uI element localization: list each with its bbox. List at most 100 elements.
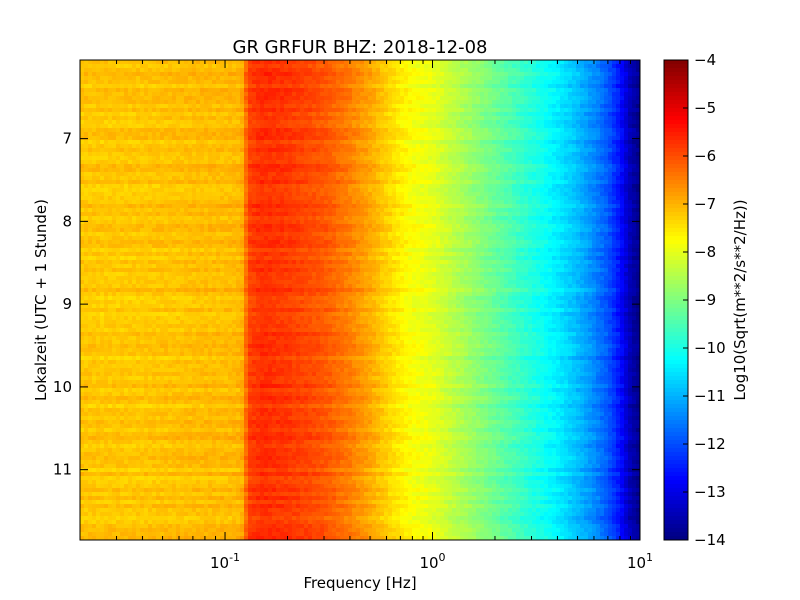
heatmap-cell xyxy=(240,160,245,165)
heatmap-cell xyxy=(112,128,117,133)
heatmap-cell xyxy=(224,484,229,489)
heatmap-cell xyxy=(224,440,229,445)
heatmap-cell xyxy=(208,392,213,397)
heatmap-cell xyxy=(136,516,141,521)
heatmap-cell xyxy=(140,100,145,105)
heatmap-cell xyxy=(116,368,121,373)
heatmap-cell xyxy=(132,472,137,477)
heatmap-cell xyxy=(196,100,201,105)
heatmap-cell xyxy=(112,508,117,513)
heatmap-cell xyxy=(196,296,201,301)
heatmap-cell xyxy=(160,516,165,521)
heatmap-cell xyxy=(80,220,85,225)
heatmap-cell xyxy=(140,132,145,137)
heatmap-cell xyxy=(192,500,197,505)
heatmap-cell xyxy=(88,484,93,489)
heatmap-cell xyxy=(228,224,233,229)
heatmap-cell xyxy=(236,156,241,161)
heatmap-cell xyxy=(200,132,205,137)
heatmap-cell xyxy=(128,440,133,445)
heatmap-cell xyxy=(208,456,213,461)
heatmap-cell xyxy=(216,156,221,161)
heatmap-cell xyxy=(92,384,97,389)
heatmap-cell xyxy=(128,132,133,137)
heatmap-cell xyxy=(200,232,205,237)
heatmap-cell xyxy=(96,128,101,133)
heatmap-cell xyxy=(116,132,121,137)
heatmap-cell xyxy=(148,156,153,161)
heatmap-cell xyxy=(192,448,197,453)
heatmap-cell xyxy=(224,464,229,469)
heatmap-cell xyxy=(236,248,241,253)
heatmap-cell xyxy=(232,260,237,265)
heatmap-cell xyxy=(124,68,129,73)
heatmap-cell xyxy=(192,504,197,509)
heatmap-cell xyxy=(112,432,117,437)
heatmap-cell xyxy=(140,196,145,201)
heatmap-cell xyxy=(240,84,245,89)
heatmap-cell xyxy=(88,292,93,297)
heatmap-cell xyxy=(96,156,101,161)
heatmap-cell xyxy=(120,332,125,337)
heatmap-cell xyxy=(200,148,205,153)
heatmap-cell xyxy=(140,392,145,397)
heatmap-cell xyxy=(240,348,245,353)
heatmap-cell xyxy=(152,400,157,405)
heatmap-cell xyxy=(144,372,149,377)
heatmap-cell xyxy=(172,460,177,465)
heatmap-cell xyxy=(100,456,105,461)
heatmap-cell xyxy=(84,380,89,385)
heatmap-cell xyxy=(232,76,237,81)
heatmap-cell xyxy=(224,244,229,249)
heatmap-cell xyxy=(156,364,161,369)
heatmap-cell xyxy=(100,324,105,329)
heatmap-cell xyxy=(108,504,113,509)
heatmap-cell xyxy=(228,236,233,241)
heatmap-cell xyxy=(216,168,221,173)
heatmap-cell xyxy=(100,88,105,93)
heatmap-cell xyxy=(216,220,221,225)
heatmap-cell xyxy=(148,124,153,129)
heatmap-cell xyxy=(240,292,245,297)
heatmap-cell xyxy=(232,92,237,97)
heatmap-cell xyxy=(140,480,145,485)
heatmap-cell xyxy=(240,480,245,485)
heatmap-cell xyxy=(80,332,85,337)
heatmap-cell xyxy=(204,312,209,317)
heatmap-cell xyxy=(112,368,117,373)
heatmap-cell xyxy=(160,424,165,429)
heatmap-cell xyxy=(244,272,249,277)
heatmap-cell xyxy=(160,468,165,473)
heatmap-cell xyxy=(168,388,173,393)
heatmap-cell xyxy=(136,216,141,221)
heatmap-cell xyxy=(140,112,145,117)
heatmap-cell xyxy=(244,296,249,301)
heatmap-cell xyxy=(220,228,225,233)
heatmap-cell xyxy=(160,108,165,113)
heatmap-cell xyxy=(136,252,141,257)
heatmap-cell xyxy=(92,104,97,109)
heatmap-cell xyxy=(212,88,217,93)
heatmap-cell xyxy=(160,92,165,97)
heatmap-cell xyxy=(188,480,193,485)
heatmap-cell xyxy=(232,496,237,501)
heatmap-cell xyxy=(204,476,209,481)
heatmap-cell xyxy=(220,352,225,357)
heatmap-cell xyxy=(244,144,249,149)
heatmap-cell xyxy=(212,276,217,281)
heatmap-cell xyxy=(160,156,165,161)
heatmap-cell xyxy=(208,152,213,157)
heatmap-cell xyxy=(244,336,249,341)
heatmap-cell xyxy=(208,304,213,309)
heatmap-cell xyxy=(176,468,181,473)
heatmap-cell xyxy=(84,120,89,125)
heatmap-cell xyxy=(132,532,137,537)
heatmap-cell xyxy=(228,272,233,277)
heatmap-cell xyxy=(156,336,161,341)
heatmap-cell xyxy=(80,80,85,85)
heatmap-cell xyxy=(240,164,245,169)
heatmap-cell xyxy=(204,192,209,197)
heatmap-cell xyxy=(148,128,153,133)
heatmap-cell xyxy=(228,112,233,117)
heatmap-cell xyxy=(140,464,145,469)
